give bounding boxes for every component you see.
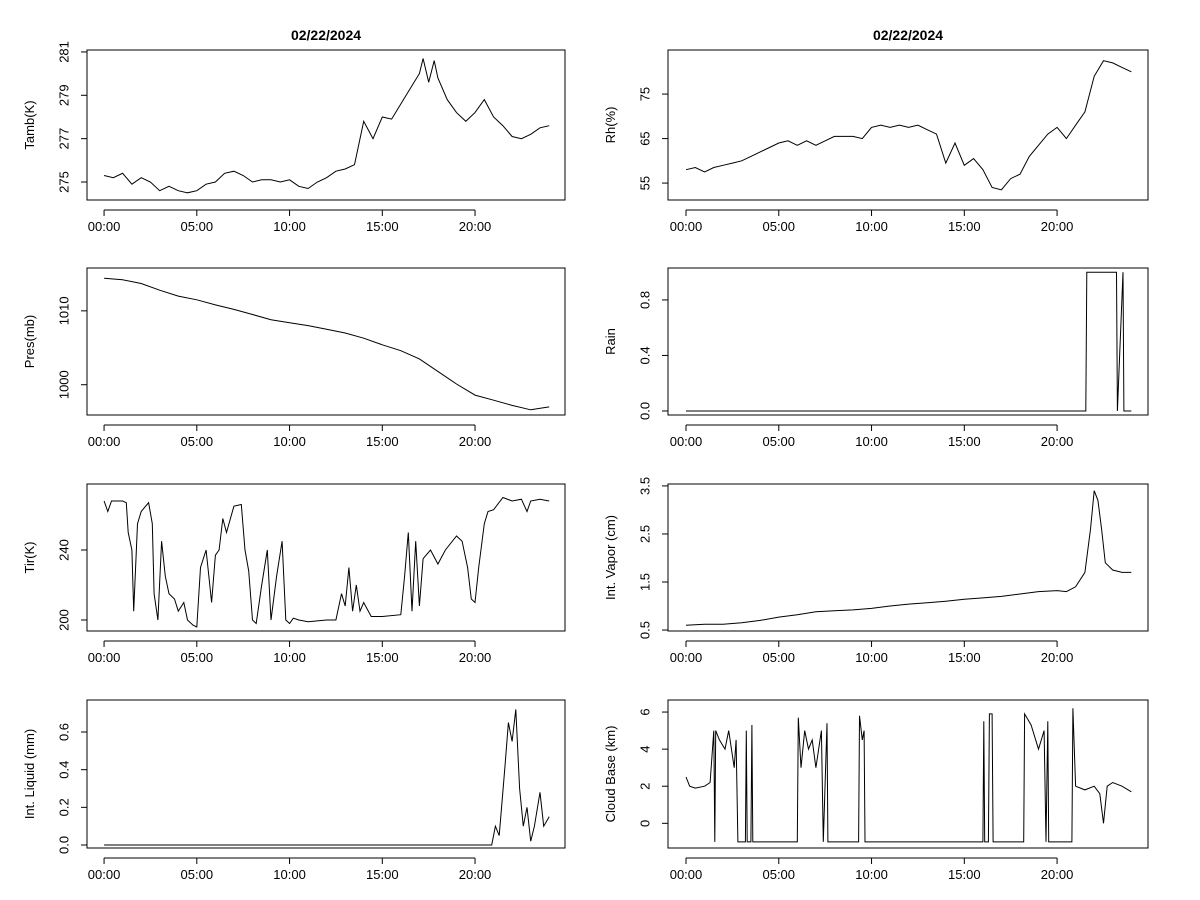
- x-tick-label: 05:00: [762, 219, 795, 234]
- x-tick-label: 10:00: [855, 867, 888, 882]
- y-tick-label: 0.6: [56, 723, 71, 741]
- y-axis-label: Pres(mb): [22, 315, 37, 368]
- chart-title: 02/22/2024: [291, 27, 361, 43]
- data-line: [685, 490, 1132, 626]
- x-tick-label: 20:00: [1041, 434, 1074, 449]
- y-tick-label: 75: [637, 87, 652, 101]
- x-tick-label: 15:00: [366, 867, 399, 882]
- x-tick-label: 10:00: [855, 434, 888, 449]
- y-tick-label: 1.5: [637, 573, 652, 591]
- plot-frame: [86, 699, 566, 849]
- y-tick-label: 281: [56, 41, 71, 63]
- x-tick-label: 00:00: [88, 434, 121, 449]
- plot-frame: [667, 483, 1149, 632]
- y-tick-label: 2: [637, 783, 652, 790]
- x-tick-label: 15:00: [366, 650, 399, 665]
- y-tick-label: 6: [637, 708, 652, 715]
- y-tick-label: 4: [637, 746, 652, 753]
- y-tick-label: 1000: [56, 370, 71, 399]
- x-tick-label: 05:00: [762, 434, 795, 449]
- y-tick-label: 0: [637, 820, 652, 827]
- data-line: [685, 708, 1132, 843]
- x-tick-label: 20:00: [459, 434, 492, 449]
- x-tick-label: 10:00: [273, 434, 306, 449]
- x-tick-label: 20:00: [459, 867, 492, 882]
- x-tick-label: 20:00: [1041, 219, 1074, 234]
- x-tick-label: 10:00: [855, 219, 888, 234]
- plot-frame: [667, 699, 1149, 849]
- x-tick-label: 15:00: [948, 219, 981, 234]
- plot-frame: [86, 49, 566, 201]
- x-tick-label: 15:00: [948, 650, 981, 665]
- y-tick-label: 0.4: [637, 346, 652, 364]
- y-tick-label: 55: [637, 176, 652, 190]
- y-tick-label: 0.0: [56, 836, 71, 854]
- x-tick-label: 10:00: [855, 650, 888, 665]
- data-line: [104, 277, 550, 411]
- x-tick-label: 10:00: [273, 867, 306, 882]
- x-tick-label: 00:00: [88, 650, 121, 665]
- x-tick-label: 00:00: [670, 219, 703, 234]
- plot-frame: [667, 267, 1149, 416]
- y-tick-label: 275: [56, 171, 71, 193]
- x-tick-label: 10:00: [273, 219, 306, 234]
- y-tick-label: 279: [56, 84, 71, 106]
- y-tick-label: 200: [56, 609, 71, 631]
- x-tick-label: 15:00: [366, 219, 399, 234]
- x-tick-label: 20:00: [1041, 867, 1074, 882]
- y-tick-label: 0.2: [56, 798, 71, 816]
- y-axis-label: Cloud Base (km): [603, 726, 618, 823]
- data-line: [104, 709, 550, 846]
- x-tick-label: 15:00: [948, 434, 981, 449]
- y-tick-label: 2.5: [637, 525, 652, 543]
- y-axis-label: Tir(K): [22, 541, 37, 573]
- x-tick-label: 20:00: [459, 219, 492, 234]
- y-axis-label: Int. Vapor (cm): [603, 515, 618, 600]
- plot-frame: [86, 483, 566, 632]
- y-tick-label: 0.0: [637, 402, 652, 420]
- x-tick-label: 05:00: [181, 219, 214, 234]
- plot-frame: [86, 267, 566, 416]
- y-tick-label: 3.5: [637, 477, 652, 495]
- data-line: [685, 60, 1132, 191]
- chart-title: 02/22/2024: [873, 27, 943, 43]
- data-line: [686, 271, 1132, 412]
- x-tick-label: 20:00: [1041, 650, 1074, 665]
- y-axis-label: Rain: [603, 328, 618, 355]
- x-tick-label: 05:00: [181, 650, 214, 665]
- y-tick-label: 0.8: [637, 291, 652, 309]
- y-axis-label: Int. Liquid (mm): [22, 729, 37, 819]
- x-tick-label: 05:00: [762, 650, 795, 665]
- x-tick-label: 05:00: [762, 867, 795, 882]
- y-tick-label: 1010: [56, 296, 71, 325]
- x-tick-label: 00:00: [670, 650, 703, 665]
- data-line: [103, 496, 550, 628]
- data-line: [103, 58, 550, 194]
- x-tick-label: 00:00: [670, 867, 703, 882]
- plot-frame: [667, 49, 1149, 201]
- y-tick-label: 0.4: [56, 761, 71, 779]
- x-tick-label: 20:00: [459, 650, 492, 665]
- y-axis-label: Rh(%): [603, 107, 618, 144]
- x-tick-label: 00:00: [670, 434, 703, 449]
- y-tick-label: 277: [56, 128, 71, 150]
- x-tick-label: 15:00: [948, 867, 981, 882]
- x-tick-label: 15:00: [366, 434, 399, 449]
- x-tick-label: 10:00: [273, 650, 306, 665]
- x-tick-label: 00:00: [88, 867, 121, 882]
- y-tick-label: 65: [637, 131, 652, 145]
- x-tick-label: 00:00: [88, 219, 121, 234]
- x-tick-label: 05:00: [181, 867, 214, 882]
- y-tick-label: 240: [56, 539, 71, 561]
- y-axis-label: Tamb(K): [22, 100, 37, 149]
- x-tick-label: 05:00: [181, 434, 214, 449]
- y-tick-label: 0.5: [637, 621, 652, 639]
